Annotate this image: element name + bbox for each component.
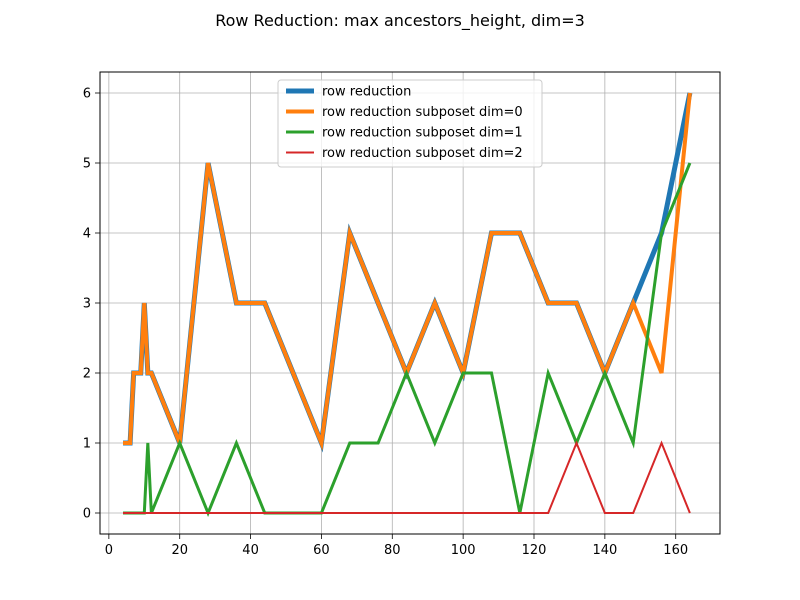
y-axis: 0 1 2 3 4 5 6	[83, 87, 100, 522]
x-tick-label: 160	[663, 543, 688, 558]
legend: row reduction row reduction subposet dim=…	[277, 79, 543, 168]
legend-label: row reduction	[322, 85, 411, 100]
y-tick-label: 2	[83, 367, 91, 382]
x-tick-label: 140	[592, 543, 617, 558]
series-line-1	[123, 92, 692, 451]
x-tick-label: 60	[313, 543, 330, 558]
y-tick-label: 6	[83, 87, 91, 102]
chart-title: Row Reduction: max ancestors_height, dim…	[215, 11, 585, 31]
series-line-3	[123, 440, 691, 514]
y-tick-label: 3	[83, 297, 91, 312]
legend-label: row reduction subposet dim=2	[322, 146, 523, 161]
x-tick-label: 20	[171, 543, 188, 558]
y-tick-label: 5	[83, 157, 91, 172]
x-tick-label: 0	[105, 543, 113, 558]
y-tick-label: 4	[83, 227, 91, 242]
y-tick-label: 0	[83, 507, 91, 522]
series-lines	[123, 92, 693, 517]
y-tick-label: 1	[83, 437, 91, 452]
x-axis: 0 20 40 60 80 100 120 140 160	[105, 534, 688, 558]
x-tick-label: 120	[522, 543, 547, 558]
legend-box	[277, 79, 543, 168]
legend-label: row reduction subposet dim=1	[322, 126, 523, 141]
x-tick-label: 80	[384, 543, 401, 558]
x-tick-label: 100	[451, 543, 476, 558]
x-tick-label: 40	[242, 543, 259, 558]
series-line-2	[123, 162, 692, 517]
legend-label: row reduction subposet dim=0	[322, 105, 523, 120]
